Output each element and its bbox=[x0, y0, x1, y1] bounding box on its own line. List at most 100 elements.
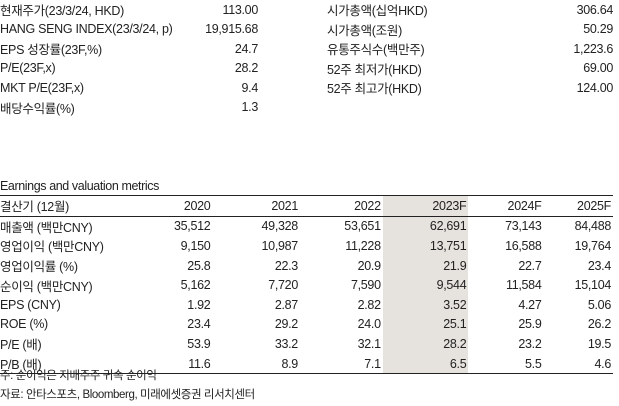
table-row: P/B (배) 11.6 8.9 7.1 6.5 5.5 4.6 bbox=[0, 353, 613, 374]
stat-label: EPS 성장률(23F,%) bbox=[0, 43, 102, 58]
stock-stats-right: 시가총액(십억HKD) 306.64 시가총액(조원) 50.29 유통주식수(백만… bbox=[327, 0, 613, 98]
header-period: 결산기 (12월) bbox=[0, 200, 70, 215]
row-label: P/E (배) bbox=[0, 338, 42, 353]
table-cell-highlighted: 62,691 bbox=[382, 216, 469, 237]
stat-value: 1.3 bbox=[241, 100, 259, 115]
table-cell: 5,162 bbox=[180, 278, 211, 293]
table-cell: 19.5 bbox=[587, 336, 611, 351]
table-cell-highlighted: 25.1 bbox=[382, 314, 469, 335]
stat-label: 시가총액(십억HKD) bbox=[327, 4, 428, 19]
table-cell-highlighted: 9,544 bbox=[382, 275, 469, 295]
header-year: 2022 bbox=[354, 198, 381, 213]
table-cell: 84,488 bbox=[574, 219, 612, 234]
stat-value: 19,915.68 bbox=[205, 22, 258, 37]
table-cell: 5.06 bbox=[587, 297, 611, 312]
table-cell: 11,228 bbox=[345, 238, 381, 253]
table-row: ROE (%) 23.4 29.2 24.0 25.1 25.9 26.2 bbox=[0, 314, 613, 335]
table-cell: 4.6 bbox=[594, 356, 612, 371]
row-label: 영업이익률 (%) bbox=[0, 260, 78, 275]
table-cell: 33.2 bbox=[274, 336, 298, 351]
table-row: 매출액 (백만CNY) 35,512 49,328 53,651 62,691 … bbox=[0, 216, 613, 237]
table-cell: 53.9 bbox=[187, 336, 211, 351]
stat-value: 28.2 bbox=[234, 61, 258, 76]
table-cell: 11.6 bbox=[188, 356, 211, 371]
stat-row: P/E(23F,x) 28.2 bbox=[0, 59, 258, 79]
row-label: P/B (배) bbox=[0, 358, 42, 373]
table-cell-highlighted: 13,751 bbox=[382, 236, 469, 256]
table-cell: 15,104 bbox=[574, 278, 612, 293]
footnote-note: 주: 순이익은 지배주주 귀속 순이익 bbox=[0, 370, 157, 382]
table-cell: 7.1 bbox=[364, 356, 381, 371]
table-cell: 23.4 bbox=[587, 258, 611, 273]
table-cell: 8.9 bbox=[281, 356, 298, 371]
table-cell: 32.1 bbox=[357, 336, 381, 351]
stat-value: 50.29 bbox=[583, 22, 613, 37]
table-cell-highlighted: 6.5 bbox=[382, 353, 469, 374]
header-year: 2025F bbox=[577, 198, 611, 213]
stat-label: 배당수익률(%) bbox=[0, 101, 75, 116]
row-label: ROE (%) bbox=[0, 317, 48, 332]
table-row: EPS (CNY) 1.92 2.87 2.82 3.52 4.27 5.06 bbox=[0, 294, 613, 315]
stat-row: 유통주식수(백만주) 1,223.6 bbox=[327, 39, 613, 59]
table-cell: 7,720 bbox=[268, 278, 298, 293]
table-cell: 24.0 bbox=[357, 317, 381, 332]
stat-value: 9.4 bbox=[241, 80, 259, 95]
table-cell: 19,764 bbox=[574, 238, 612, 253]
stat-row: HANG SENG INDEX(23/3/24, p) 19,915.68 bbox=[0, 20, 258, 40]
stat-label: MKT P/E(23F,x) bbox=[0, 80, 84, 95]
table-cell: 23.2 bbox=[518, 336, 542, 351]
table-cell: 20.9 bbox=[357, 258, 381, 273]
stat-value: 24.7 bbox=[234, 41, 258, 56]
row-label: 순이익 (백만CNY) bbox=[0, 279, 93, 294]
table-row: 순이익 (백만CNY) 5,162 7,720 7,590 9,544 11,5… bbox=[0, 275, 613, 295]
table-cell: 22.3 bbox=[274, 258, 298, 273]
table-cell: 26.2 bbox=[587, 317, 611, 332]
stat-label: HANG SENG INDEX(23/3/24, p) bbox=[0, 22, 173, 37]
footnotes: 주: 순이익은 지배주주 귀속 순이익 자료: 안타스포츠, Bloomberg… bbox=[0, 367, 255, 405]
table-cell: 49,328 bbox=[261, 219, 299, 234]
table-row: 영업이익률 (%) 25.8 22.3 20.9 21.9 22.7 23.4 bbox=[0, 255, 613, 276]
stat-row: MKT P/E(23F,x) 9.4 bbox=[0, 78, 258, 98]
table-cell: 53,651 bbox=[344, 219, 381, 234]
table-cell: 11,584 bbox=[505, 278, 542, 293]
header-year: 2020 bbox=[183, 198, 211, 213]
stat-label: P/E(23F,x) bbox=[0, 61, 56, 76]
stat-row: EPS 성장률(23F,%) 24.7 bbox=[0, 39, 258, 59]
stat-row: 시가총액(십억HKD) 306.64 bbox=[327, 0, 613, 20]
table-cell: 10,987 bbox=[261, 238, 299, 253]
stat-label: 유통주식수(백만주) bbox=[327, 43, 425, 58]
table-cell: 22.7 bbox=[518, 258, 542, 273]
stat-label: 현재주가(23/3/24, HKD) bbox=[0, 4, 124, 19]
stat-label: 시가총액(조원) bbox=[327, 23, 402, 38]
table-cell: 2.87 bbox=[274, 297, 298, 312]
table-cell: 25.8 bbox=[187, 258, 211, 273]
table-cell-highlighted: 21.9 bbox=[382, 255, 469, 276]
header-year: 2021 bbox=[271, 198, 298, 213]
stat-value: 306.64 bbox=[576, 2, 614, 17]
table-row: 영업이익 (백만CNY) 9,150 10,987 11,228 13,751 … bbox=[0, 236, 613, 256]
table-cell: 4.27 bbox=[518, 297, 542, 312]
table-cell: 16,588 bbox=[505, 238, 542, 253]
table-cell: 7,590 bbox=[350, 278, 381, 293]
table-cell: 73,143 bbox=[505, 219, 542, 234]
table-cell-highlighted: 28.2 bbox=[382, 334, 469, 354]
stat-value: 69.00 bbox=[583, 61, 613, 76]
table-cell-highlighted: 3.52 bbox=[382, 294, 469, 315]
table-cell: 1.92 bbox=[187, 297, 211, 312]
stock-stats-left: 현재주가(23/3/24, HKD) 113.00 HANG SENG INDEX… bbox=[0, 0, 258, 117]
header-year-highlighted: 2023F bbox=[382, 195, 469, 217]
stat-value: 113.00 bbox=[222, 2, 258, 17]
row-label: EPS (CNY) bbox=[0, 297, 61, 312]
stat-row: 배당수익률(%) 1.3 bbox=[0, 98, 258, 118]
table-row: P/E (배) 53.9 33.2 32.1 28.2 23.2 19.5 bbox=[0, 334, 613, 354]
table-cell: 25.9 bbox=[518, 317, 542, 332]
footnote-source: 자료: 안타스포츠, Bloomberg, 미래에셋증권 리서치센터 bbox=[0, 389, 255, 401]
table-cell: 23.4 bbox=[187, 317, 211, 332]
table-cell: 5.5 bbox=[525, 356, 542, 371]
header-year: 2024F bbox=[507, 198, 542, 213]
stat-row: 52주 최고가(HKD) 124.00 bbox=[327, 78, 613, 98]
table-cell: 9,150 bbox=[180, 238, 211, 253]
stat-label: 52주 최저가(HKD) bbox=[327, 62, 422, 77]
row-label: 매출액 (백만CNY) bbox=[0, 220, 93, 235]
stat-label: 52주 최고가(HKD) bbox=[327, 82, 422, 97]
